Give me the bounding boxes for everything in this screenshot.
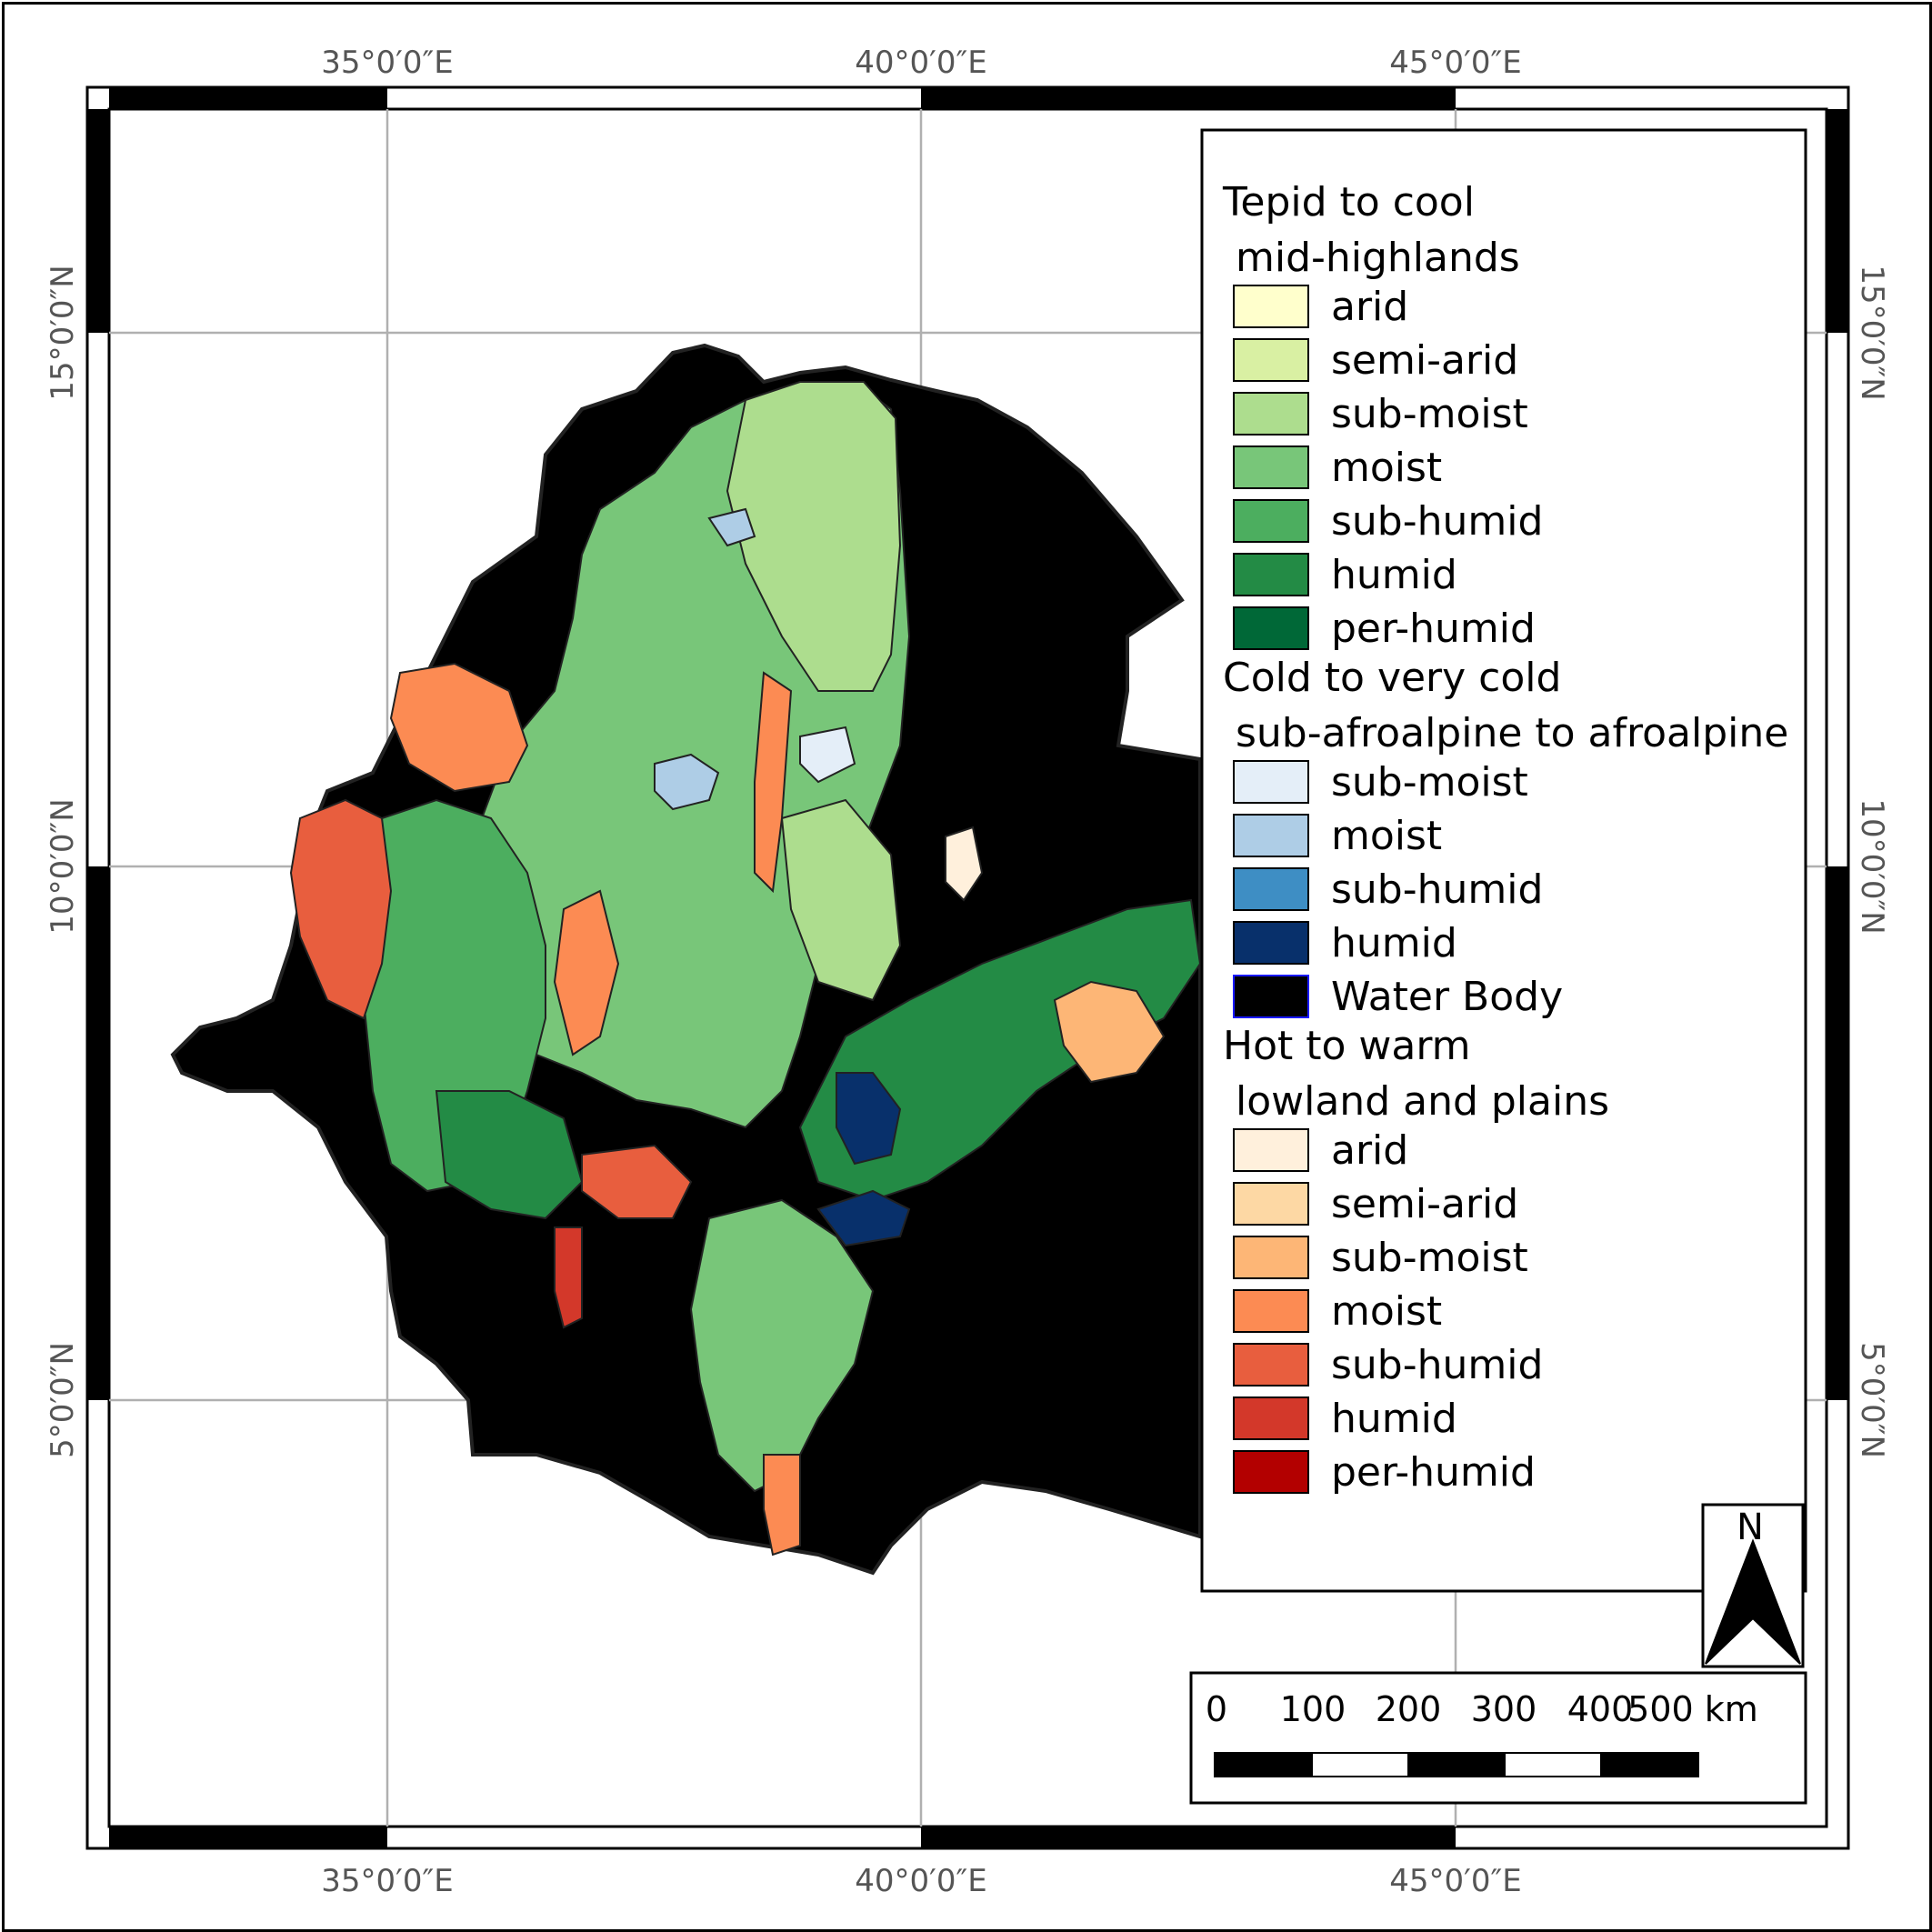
legend-swatch	[1233, 1343, 1309, 1386]
legend-swatch	[1233, 1182, 1309, 1226]
legend-swatch	[1233, 921, 1309, 965]
legend-item-label: sub-moist	[1331, 759, 1528, 806]
right-label-5n: 5°0′0″N	[1854, 1342, 1890, 1458]
left-label-15n: 15°0′0″N	[45, 265, 81, 400]
legend-item-label: semi-arid	[1331, 337, 1518, 384]
scale-label: 500 km	[1627, 1689, 1758, 1729]
scale-label: 400	[1567, 1689, 1634, 1729]
bottom-label-40e: 40°0′0″E	[855, 1863, 986, 1899]
scale-label: 0	[1206, 1689, 1227, 1729]
north-arrow-icon	[1705, 1538, 1801, 1665]
legend-group-title: lowland and plains	[1223, 1078, 1609, 1125]
top-label-45e: 45°0′0″E	[1389, 45, 1521, 81]
legend-swatch	[1233, 445, 1309, 489]
legend-item-label: moist	[1331, 1288, 1442, 1335]
legend-item-label: semi-arid	[1331, 1181, 1518, 1227]
legend-swatch	[1233, 1396, 1309, 1440]
scale-segment	[1600, 1753, 1698, 1777]
legend-group-title: sub-afroalpine to afroalpine	[1223, 710, 1788, 756]
legend-item-label: moist	[1331, 813, 1442, 859]
legend-swatch	[1233, 1236, 1309, 1279]
bottom-label-45e: 45°0′0″E	[1389, 1863, 1521, 1899]
legend-item-label: humid	[1331, 1396, 1457, 1442]
legend-swatch	[1233, 1450, 1309, 1494]
legend-item-label: sub-humid	[1331, 866, 1543, 913]
legend-swatch	[1233, 606, 1309, 650]
legend: Tepid to cool mid-highlandsaridsemi-arid…	[1200, 128, 1807, 1593]
legend-group-title: Tepid to cool	[1222, 179, 1475, 225]
climate-zones	[289, 381, 1202, 1557]
legend-item-label: humid	[1331, 552, 1457, 598]
legend-item-label: humid	[1331, 920, 1457, 966]
top-label-35e: 35°0′0″E	[321, 45, 453, 81]
legend-item-label: sub-moist	[1331, 391, 1528, 437]
legend-swatch	[1233, 760, 1309, 804]
legend-item-label: sub-humid	[1331, 498, 1543, 545]
top-label-40e: 40°0′0″E	[855, 45, 986, 81]
legend-swatch	[1233, 1289, 1309, 1333]
north-arrow-label: N	[1737, 1507, 1764, 1548]
right-label-15n: 15°0′0″N	[1854, 265, 1890, 400]
legend-item-label: sub-moist	[1331, 1235, 1528, 1281]
scale-segment	[1407, 1753, 1506, 1777]
legend-item-label: sub-humid	[1331, 1342, 1543, 1388]
legend-item-label: per-humid	[1331, 606, 1536, 652]
left-label-5n: 5°0′0″N	[45, 1342, 81, 1458]
legend-group-title: mid-highlands	[1223, 235, 1520, 281]
legend-swatch	[1233, 867, 1309, 911]
legend-content: Tepid to cool mid-highlandsaridsemi-arid…	[1222, 179, 1788, 1496]
legend-item-label: per-humid	[1331, 1449, 1536, 1496]
scale-label: 300	[1471, 1689, 1537, 1729]
legend-swatch	[1233, 975, 1309, 1018]
legend-swatch	[1233, 392, 1309, 435]
scale-segment	[1215, 1753, 1313, 1777]
north-arrow: N	[1701, 1503, 1805, 1668]
legend-item-label: arid	[1331, 284, 1408, 330]
legend-swatch	[1233, 499, 1309, 543]
legend-group-title: Cold to very cold	[1223, 655, 1561, 701]
legend-group-title: Hot to warm	[1223, 1023, 1471, 1069]
scale-label: 200	[1376, 1689, 1442, 1729]
legend-item-label: arid	[1331, 1127, 1408, 1174]
legend-swatch	[1233, 814, 1309, 857]
legend-swatch	[1233, 338, 1309, 382]
bottom-label-35e: 35°0′0″E	[321, 1863, 453, 1899]
right-label-10n: 10°0′0″N	[1854, 798, 1890, 934]
legend-swatch	[1233, 553, 1309, 596]
legend-item-label: moist	[1331, 445, 1442, 491]
coordinate-labels: 35°0′0″E 40°0′0″E 45°0′0″E 35°0′0″E 40°0…	[45, 45, 1890, 1899]
legend-swatch	[1233, 285, 1309, 328]
legend-swatch	[1233, 1128, 1309, 1172]
legend-item-label: Water Body	[1331, 974, 1563, 1020]
left-label-10n: 10°0′0″N	[45, 798, 81, 934]
scale-label: 100	[1280, 1689, 1346, 1729]
